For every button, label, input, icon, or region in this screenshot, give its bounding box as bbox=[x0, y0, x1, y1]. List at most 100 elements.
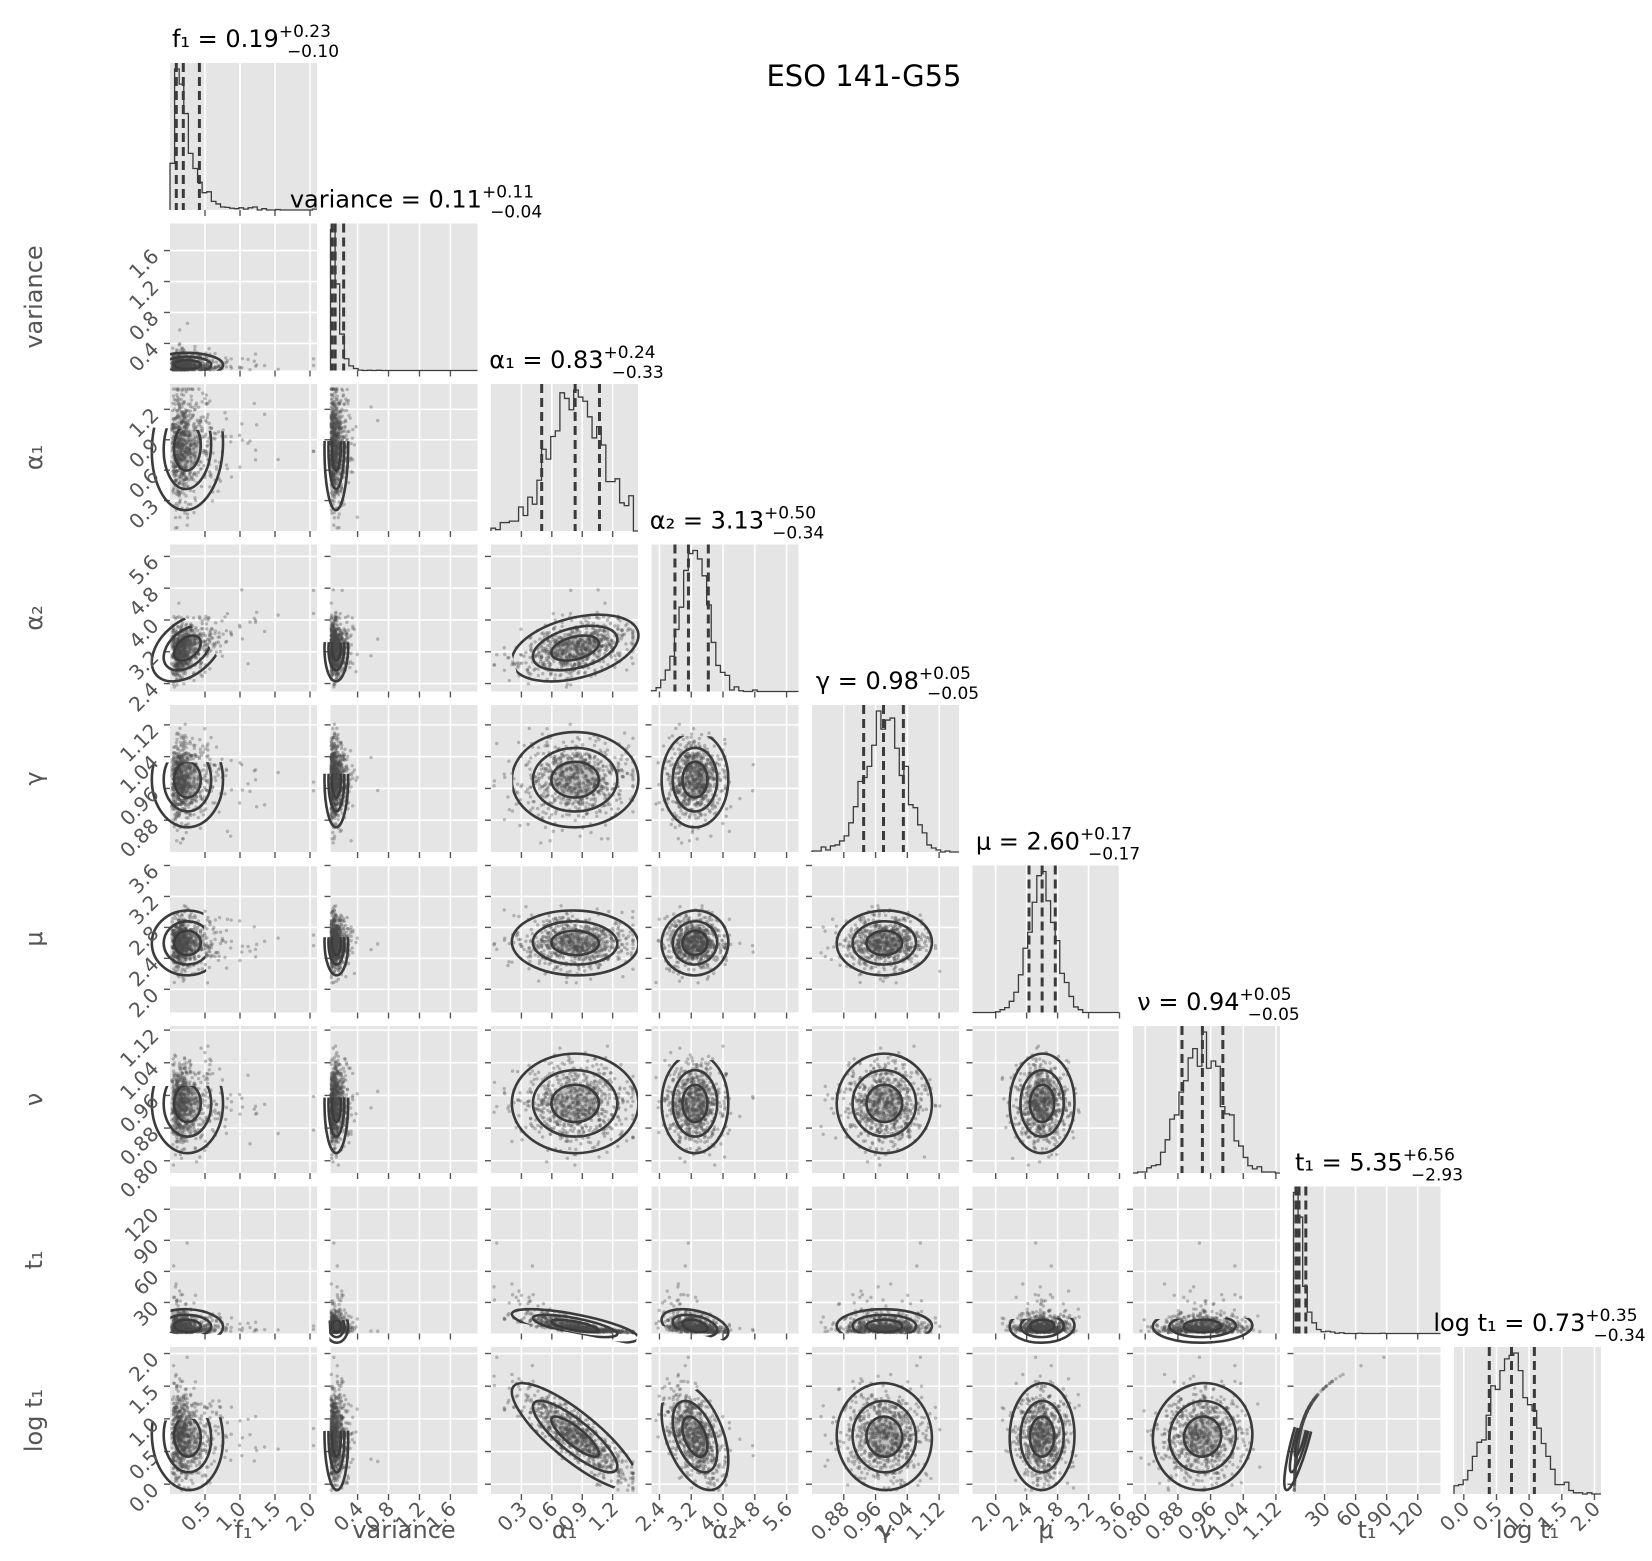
sample-point bbox=[206, 412, 210, 417]
sample-point bbox=[183, 362, 187, 366]
sample-point bbox=[246, 661, 250, 666]
sample-point bbox=[631, 661, 635, 666]
sample-point bbox=[569, 683, 573, 687]
sample-point bbox=[536, 653, 540, 657]
sample-point bbox=[253, 364, 258, 368]
sample-point bbox=[174, 348, 179, 352]
sample-point bbox=[342, 627, 346, 631]
sample-point bbox=[178, 726, 182, 731]
sample-point bbox=[211, 358, 215, 362]
sample-point bbox=[577, 661, 581, 665]
sample-point bbox=[200, 621, 204, 626]
sample-point bbox=[552, 677, 557, 681]
sample-point bbox=[335, 526, 339, 530]
panel-0-0: f₁ = 0.19+0.23 −0.10 bbox=[169, 22, 339, 216]
sample-point bbox=[216, 489, 220, 493]
sample-point bbox=[334, 490, 338, 494]
sample-point bbox=[506, 656, 510, 660]
sample-point bbox=[229, 366, 234, 370]
sample-point bbox=[340, 588, 344, 593]
sample-point bbox=[174, 415, 179, 420]
sample-point bbox=[225, 359, 230, 363]
sample-point bbox=[192, 361, 196, 366]
sample-point bbox=[203, 397, 207, 401]
sample-point bbox=[349, 470, 353, 474]
sample-point bbox=[553, 673, 558, 677]
sample-point bbox=[613, 654, 617, 658]
sample-point bbox=[332, 625, 336, 630]
sample-point bbox=[174, 732, 179, 736]
sample-point bbox=[224, 356, 228, 360]
sample-point bbox=[616, 627, 620, 631]
sample-point bbox=[311, 449, 316, 453]
sample-point bbox=[201, 448, 206, 453]
sample-point bbox=[181, 347, 186, 352]
panel-3-2 bbox=[485, 544, 640, 698]
sample-point bbox=[352, 443, 357, 447]
sample-point bbox=[196, 816, 200, 820]
sample-point bbox=[311, 363, 316, 368]
sample-point bbox=[188, 363, 192, 367]
sample-point bbox=[198, 467, 203, 472]
sample-point bbox=[170, 423, 174, 427]
sample-point bbox=[184, 364, 188, 369]
sample-point bbox=[185, 615, 190, 619]
sample-point bbox=[171, 629, 175, 633]
sample-point bbox=[224, 434, 228, 439]
sample-point bbox=[355, 515, 359, 519]
sample-point bbox=[174, 740, 179, 745]
sample-point bbox=[338, 622, 343, 626]
sample-point bbox=[613, 624, 617, 628]
sample-point bbox=[214, 467, 219, 472]
sample-point bbox=[574, 629, 579, 633]
sample-point bbox=[188, 364, 193, 368]
sample-point bbox=[585, 630, 589, 635]
sample-point bbox=[179, 821, 184, 826]
sample-point bbox=[311, 611, 316, 616]
sample-point bbox=[174, 839, 179, 843]
sample-point bbox=[201, 626, 205, 631]
sample-point bbox=[606, 632, 610, 637]
sample-point bbox=[214, 366, 219, 370]
sample-point bbox=[332, 523, 336, 527]
sample-point bbox=[595, 616, 599, 620]
sample-point bbox=[346, 614, 350, 618]
sample-point bbox=[605, 629, 610, 634]
sample-point bbox=[190, 387, 195, 391]
sample-point bbox=[311, 357, 316, 361]
sample-point bbox=[183, 671, 188, 676]
sample-point bbox=[178, 363, 183, 368]
sample-point bbox=[201, 744, 205, 748]
sample-point bbox=[184, 476, 188, 481]
sample-point bbox=[185, 516, 190, 520]
sample-point bbox=[182, 682, 186, 686]
sample-point bbox=[375, 418, 380, 423]
summary-name: variance bbox=[290, 186, 393, 214]
sample-point bbox=[181, 362, 185, 367]
sample-point bbox=[240, 356, 245, 361]
sample-point bbox=[185, 361, 190, 366]
sample-point bbox=[172, 685, 177, 689]
sample-point bbox=[515, 665, 520, 670]
sample-point bbox=[237, 365, 242, 369]
sample-point bbox=[507, 678, 512, 683]
sample-point bbox=[212, 645, 216, 649]
sample-point bbox=[179, 397, 183, 402]
sample-point bbox=[601, 659, 606, 664]
sample-point bbox=[178, 363, 183, 367]
sample-point bbox=[221, 428, 225, 432]
sample-point bbox=[344, 408, 349, 413]
sample-point bbox=[170, 671, 175, 675]
sample-point bbox=[336, 632, 341, 637]
sample-point bbox=[336, 515, 340, 520]
sample-point bbox=[202, 463, 206, 468]
sample-point bbox=[201, 361, 206, 366]
sample-point bbox=[620, 628, 625, 632]
sample-point bbox=[207, 633, 212, 637]
sample-point bbox=[604, 642, 608, 647]
sample-point bbox=[329, 617, 334, 621]
sample-point bbox=[224, 773, 228, 778]
sample-point bbox=[262, 629, 267, 634]
sample-point bbox=[214, 770, 219, 774]
sample-point bbox=[563, 632, 567, 637]
